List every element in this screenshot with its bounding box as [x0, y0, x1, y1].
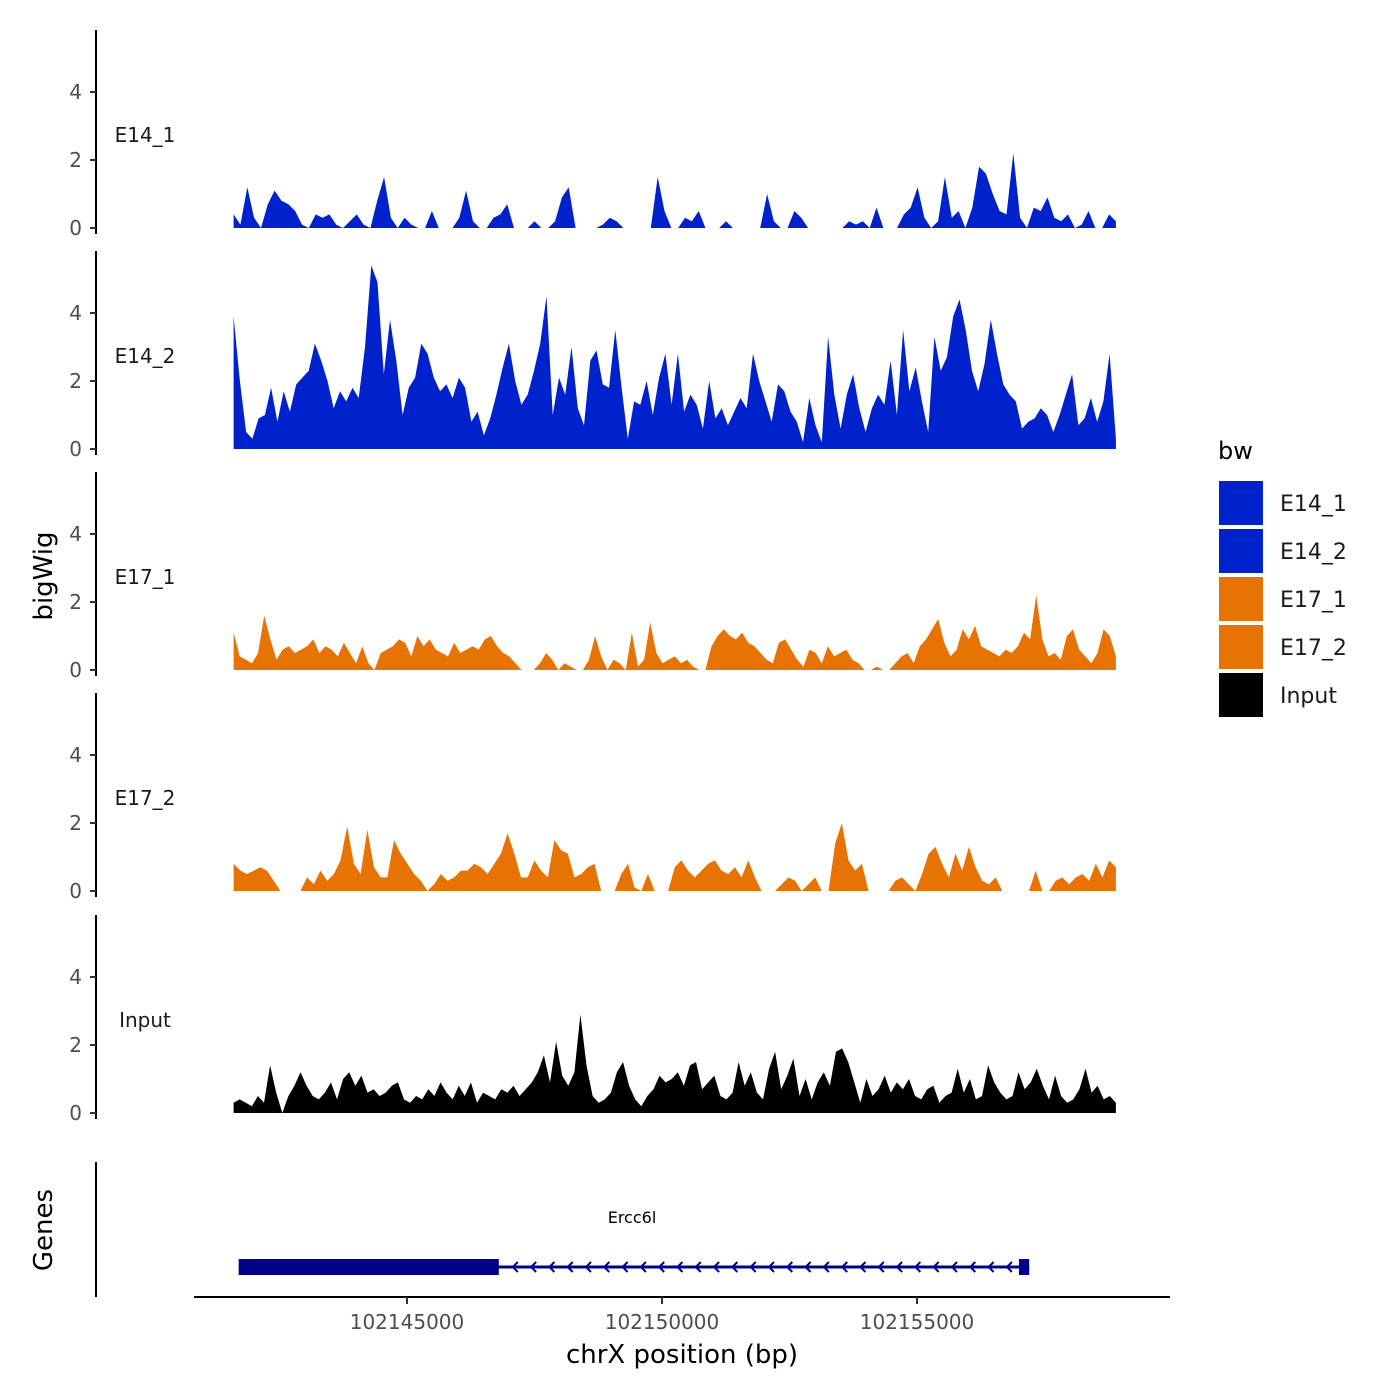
- legend-key-E14_1: [1219, 481, 1263, 525]
- x-tick-label: 102155000: [860, 1310, 975, 1334]
- y-tick-label: 0: [69, 216, 82, 240]
- legend-label: E14_1: [1280, 492, 1347, 517]
- y-tick-label: 2: [69, 148, 82, 172]
- track-panel-4: 0 2 4 Input: [69, 915, 1116, 1125]
- track-area-E14_1: [233, 153, 1116, 228]
- track-panel-1: 0 2 4 E14_2: [69, 251, 1116, 461]
- strand-arrow: [822, 1261, 830, 1273]
- legend-label: E14_2: [1280, 540, 1347, 565]
- y-tick-label: 2: [69, 1033, 82, 1057]
- strand-arrow: [1005, 1261, 1013, 1273]
- strand-arrow: [749, 1261, 757, 1273]
- gene-exon-block: [238, 1259, 499, 1275]
- x-axis-title: chrX position (bp): [566, 1340, 798, 1370]
- strand-arrow: [621, 1261, 629, 1273]
- y-tick-label: 0: [69, 879, 82, 903]
- y-axis-title: bigWig: [29, 531, 59, 620]
- y-tick-label: 4: [69, 80, 82, 104]
- genes-label: Genes: [29, 1189, 59, 1271]
- gene-exon-block: [1019, 1259, 1030, 1275]
- strand-arrow: [566, 1261, 574, 1273]
- y-tick-label: 4: [69, 522, 82, 546]
- strand-arrow: [639, 1261, 647, 1273]
- track-area-E17_1: [233, 595, 1116, 670]
- strand-arrow: [785, 1261, 794, 1273]
- strand-arrow: [968, 1261, 977, 1273]
- strand-arrow: [767, 1261, 775, 1273]
- strand-arrow: [840, 1261, 848, 1273]
- legend-label: Input: [1280, 684, 1337, 709]
- strand-arrow: [895, 1261, 903, 1273]
- track-label: E14_1: [115, 123, 176, 147]
- y-tick-label: 0: [69, 437, 82, 461]
- strand-arrow: [602, 1261, 611, 1273]
- track-area-Input: [233, 1014, 1116, 1113]
- strand-arrow: [859, 1261, 867, 1273]
- track-panel-3: 0 2 4 E17_2: [69, 693, 1116, 903]
- y-tick-label: 4: [69, 301, 82, 325]
- strand-arrow: [676, 1261, 684, 1273]
- track-label: E14_2: [115, 344, 176, 368]
- strand-arrow: [584, 1261, 592, 1273]
- legend-key-E17_2: [1219, 625, 1263, 669]
- track-panel-0: 0 2 4 E14_1: [69, 30, 1116, 240]
- legend-key-E17_1: [1219, 577, 1263, 621]
- strand-arrow: [730, 1261, 739, 1273]
- strand-arrow: [547, 1261, 556, 1273]
- strand-arrow: [694, 1261, 702, 1273]
- y-tick-label: 4: [69, 965, 82, 989]
- track-panel-2: 0 2 4 E17_1: [69, 472, 1116, 682]
- strand-arrow: [804, 1261, 812, 1273]
- x-tick-label: 102150000: [605, 1310, 720, 1334]
- y-tick-label: 0: [69, 658, 82, 682]
- strand-arrow: [950, 1261, 958, 1273]
- strand-arrow: [987, 1261, 995, 1273]
- track-label: Input: [119, 1008, 171, 1032]
- strand-arrow: [712, 1261, 720, 1273]
- legend: bw E14_1 E14_2 E17_1 E17_2 Input: [1218, 437, 1347, 717]
- legend-title: bw: [1218, 437, 1253, 465]
- y-tick-label: 2: [69, 811, 82, 835]
- legend-label: E17_2: [1280, 636, 1347, 661]
- strand-arrow: [529, 1261, 537, 1273]
- strand-arrow: [657, 1261, 665, 1273]
- track-label: E17_2: [115, 786, 176, 810]
- track-area-E17_2: [233, 823, 1116, 891]
- gene-name: Ercc6l: [608, 1208, 657, 1227]
- track-area-E14_2: [233, 265, 1116, 449]
- y-tick-label: 2: [69, 369, 82, 393]
- strand-arrow: [511, 1261, 519, 1273]
- y-tick-label: 0: [69, 1101, 82, 1125]
- legend-key-E14_2: [1219, 529, 1263, 573]
- y-tick-label: 2: [69, 590, 82, 614]
- strand-arrow: [877, 1261, 885, 1273]
- strand-arrow: [932, 1261, 940, 1273]
- genes-panel: Genes Ercc6l: [29, 1162, 1030, 1297]
- legend-key-Input: [1219, 673, 1263, 717]
- x-axis: 102145000 102150000 102155000: [194, 1296, 1170, 1334]
- strand-arrow: [913, 1261, 922, 1273]
- y-tick-label: 4: [69, 743, 82, 767]
- track-label: E17_1: [115, 565, 176, 589]
- legend-label: E17_1: [1280, 588, 1347, 613]
- x-tick-label: 102145000: [350, 1310, 465, 1334]
